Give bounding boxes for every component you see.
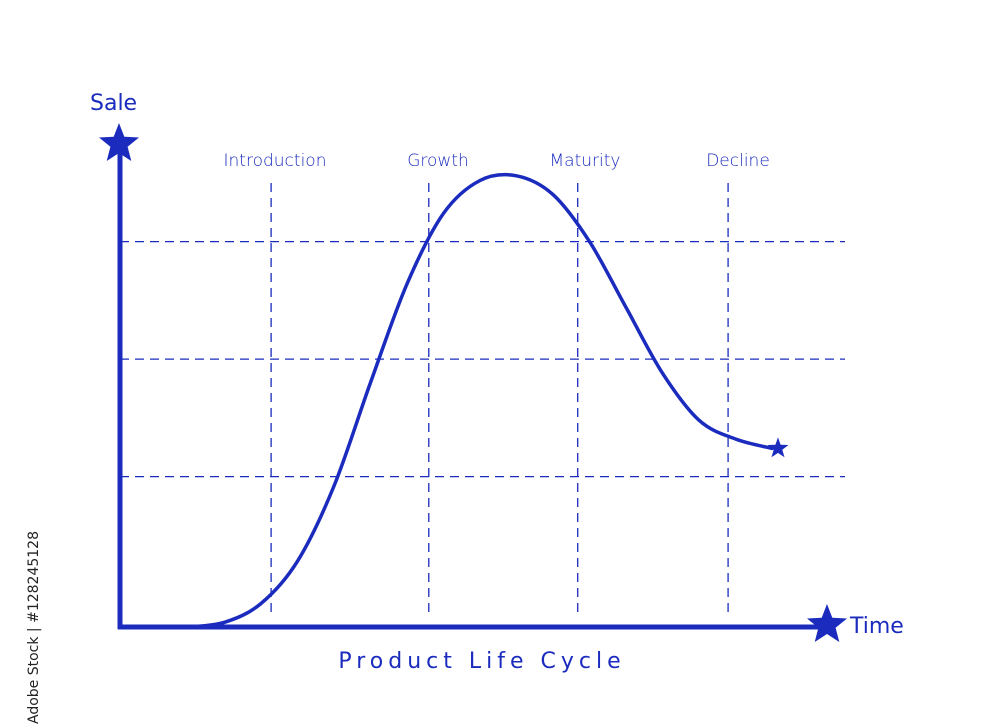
watermark-text: Adobe Stock | #128245128 <box>26 531 42 724</box>
stage-label-introduction: Introduction <box>224 151 327 171</box>
y-axis-label: Sale <box>90 91 137 116</box>
stage-label-maturity: Maturity <box>550 151 621 171</box>
grid <box>120 183 845 612</box>
axes <box>99 123 847 642</box>
watermark: Adobe Stock | #128245128 <box>4 494 42 724</box>
chart-title: Product Life Cycle <box>338 649 625 674</box>
series <box>186 172 789 629</box>
x-axis-star-icon <box>807 604 847 642</box>
stage-label-growth: Growth <box>407 151 469 171</box>
sales-curve <box>186 172 774 629</box>
x-axis-label: Time <box>849 614 904 639</box>
stage-label-decline: Decline <box>706 151 770 171</box>
y-axis-star-icon <box>99 123 139 161</box>
curve-end-star-icon <box>767 437 789 458</box>
